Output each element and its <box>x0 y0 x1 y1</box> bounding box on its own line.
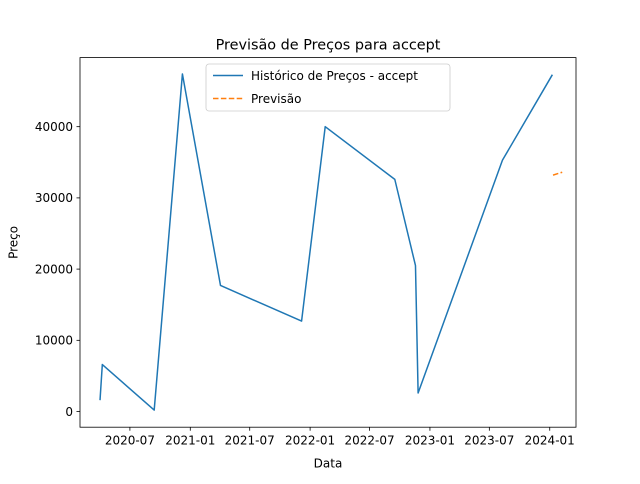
series-line-history <box>99 73 554 411</box>
x-tick-label: 2024-01 <box>525 434 575 448</box>
chart-title: Previsão de Preços para accept <box>216 38 441 54</box>
y-tick-label: 0 <box>65 405 73 419</box>
axis-ticks: 2020-07 2021-01 2021-07 2022-01 2022-07 2023-… <box>35 120 575 448</box>
x-tick-label: 2022-07 <box>344 434 394 448</box>
x-tick-label: 2023-01 <box>405 434 455 448</box>
x-tick-label: 2020-07 <box>105 434 155 448</box>
legend-box <box>205 63 451 112</box>
plot-area <box>80 57 576 428</box>
plot-frame <box>79 57 577 428</box>
x-tick-label: 2021-07 <box>225 434 275 448</box>
x-axis-label: Data <box>314 457 343 471</box>
legend: Histórico de Preços - accept Previsão <box>205 63 451 112</box>
x-tick-label: 2021-01 <box>165 434 215 448</box>
series-layer <box>99 73 563 411</box>
y-axis-label: Preço <box>7 226 21 259</box>
y-tick-label: 10000 <box>35 334 73 348</box>
y-tick-label: 30000 <box>35 191 73 205</box>
y-tick-label: 20000 <box>35 262 73 276</box>
x-tick-label: 2022-01 <box>285 434 335 448</box>
x-tick-label: 2023-07 <box>464 434 514 448</box>
y-tick-label: 40000 <box>35 120 73 134</box>
legend-label-history: Histórico de Preços - accept <box>251 69 418 83</box>
legend-label-forecast: Previsão <box>251 92 301 106</box>
series-line-forecast <box>552 171 563 176</box>
